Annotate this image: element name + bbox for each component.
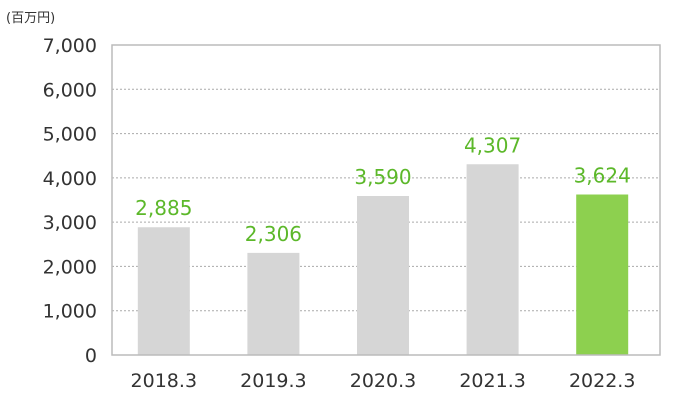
data-label: 2,306 — [245, 222, 302, 246]
y-tick-label: 2,000 — [43, 256, 97, 278]
bar-2020.3 — [357, 196, 409, 355]
data-label: 4,307 — [464, 133, 521, 157]
y-tick-label: 3,000 — [43, 212, 97, 234]
x-tick-label: 2019.3 — [240, 370, 306, 392]
bar-2018.3 — [137, 227, 190, 355]
unit-label: (百万円) — [6, 11, 55, 26]
data-label: 2,885 — [135, 196, 192, 220]
bar-2019.3 — [247, 252, 300, 355]
y-tick-label: 4,000 — [43, 168, 97, 190]
x-tick-label: 2021.3 — [459, 370, 525, 392]
bar-2021.3 — [466, 164, 519, 355]
x-tick-label: 2018.3 — [131, 370, 197, 392]
y-tick-label: 5,000 — [43, 124, 97, 146]
y-tick-label: 1,000 — [43, 301, 97, 323]
data-label: 3,624 — [574, 164, 631, 188]
y-tick-label: 7,000 — [43, 35, 97, 57]
y-tick-label: 0 — [85, 345, 97, 367]
x-tick-label: 2022.3 — [569, 370, 635, 392]
y-tick-label: 6,000 — [43, 79, 97, 101]
plot-frame — [111, 44, 661, 356]
bar-2022.3 — [576, 194, 629, 355]
data-label: 3,590 — [354, 165, 411, 189]
x-tick-label: 2020.3 — [350, 370, 416, 392]
